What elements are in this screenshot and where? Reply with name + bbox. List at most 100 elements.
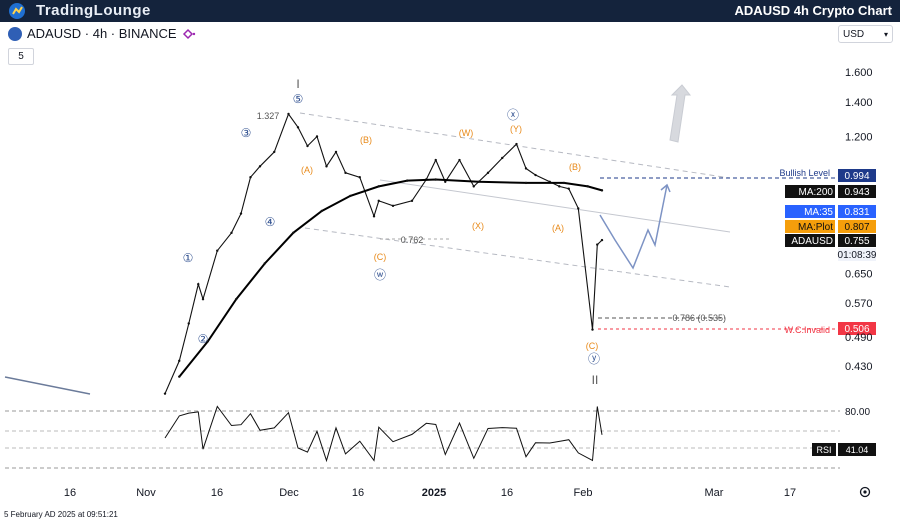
ma200-point: [524, 181, 528, 185]
level-value-badge: [838, 185, 876, 198]
projection-arrowhead: [660, 183, 671, 193]
ma200-point: [562, 181, 566, 185]
footer-timestamp: 5 February AD 2025 at 09:51:21: [4, 510, 118, 519]
price-point: [558, 185, 561, 188]
wave-main-label: ③: [241, 126, 252, 140]
chevron-down-icon: ▾: [883, 30, 888, 39]
x-tick-label: 16: [501, 487, 513, 499]
cardano-icon: [8, 26, 22, 41]
price-point: [596, 243, 599, 246]
price-point: [178, 359, 181, 363]
wave-sub-label: (C): [374, 252, 387, 262]
ma200-point: [263, 262, 266, 265]
level-value-badge: [838, 322, 876, 335]
x-tick-label: 16: [64, 487, 76, 499]
ma200-point: [477, 180, 480, 183]
indicator-icon[interactable]: [182, 28, 196, 40]
price-point: [273, 150, 276, 154]
x-tick-label: Dec: [279, 487, 299, 499]
y-tick-label: 1.400: [845, 97, 873, 109]
price-point: [306, 144, 309, 148]
wave-sub-label: (X): [472, 221, 484, 231]
rsi-name-label: RSI: [816, 445, 831, 455]
level-name-label: MA:35: [804, 207, 833, 218]
ma200-point: [434, 178, 437, 181]
price-point: [444, 180, 447, 183]
rsi-name-badge: [812, 443, 836, 456]
wave-main-label: ⓧ: [507, 108, 519, 122]
level-name-badge: [785, 220, 835, 233]
price-point: [325, 165, 328, 168]
price-point: [501, 156, 504, 160]
symbol-info[interactable]: ADAUSD · 4h · BINANCE: [8, 26, 196, 41]
price-note-label: 0.762: [401, 235, 424, 245]
x-tick-label: 16: [211, 487, 223, 499]
left-trend-line: [4, 376, 91, 395]
price-point: [515, 142, 518, 146]
y-tick-label: 0.430: [845, 361, 873, 373]
y-tick-label: 0.490: [845, 332, 873, 344]
wave-sub-label: (C): [586, 341, 599, 351]
x-tick-label: Nov: [136, 487, 156, 499]
rsi-upper-tick: 80.00: [845, 407, 870, 418]
level-value-label: 0.807: [844, 222, 869, 233]
price-point: [358, 176, 361, 179]
rsi-value-label: 41.04: [846, 445, 869, 455]
x-tick-label: Mar: [705, 487, 724, 499]
level-name-badge: [785, 185, 835, 198]
price-point: [197, 282, 200, 286]
price-point: [534, 173, 537, 177]
price-point: [591, 328, 594, 331]
price-point: [391, 204, 395, 208]
tradinglounge-logo-icon: [9, 3, 25, 19]
rsi-line: [164, 405, 603, 463]
price-point: [216, 249, 219, 252]
wave-sub-label: (A): [301, 165, 313, 175]
interval-button[interactable]: 5: [8, 48, 34, 65]
wave-main-label: ①: [183, 251, 194, 265]
level-name-label: MA:Plot: [798, 222, 833, 233]
level-name-label: MA:200: [799, 187, 834, 198]
price-point: [486, 171, 490, 175]
ma200-point: [406, 179, 409, 182]
ma200-point: [377, 185, 380, 188]
wave-sub-label: (B): [360, 135, 372, 145]
level-value-label: 0.831: [844, 207, 869, 218]
symbol-label: ADAUSD · 4h · BINANCE: [27, 26, 177, 41]
mid-channel-line: [379, 179, 731, 233]
big-arrow-icon: [669, 84, 692, 143]
price-point: [239, 212, 243, 215]
price-note-label: 0.786 (0.535): [672, 313, 726, 323]
price-point: [524, 167, 528, 170]
ma200-point: [600, 189, 604, 192]
y-tick-label: 1.200: [845, 131, 873, 143]
level-name-label: ADAUSD: [791, 236, 833, 247]
level-name-label: W.C.Invalid: [784, 325, 830, 335]
ma200-point: [586, 185, 589, 188]
y-tick-label: 1.600: [845, 67, 873, 79]
x-tick-label: 16: [352, 487, 364, 499]
brand-logo-text: TradingLounge: [36, 2, 151, 19]
y-tick-label: 0.570: [845, 298, 873, 310]
price-point: [458, 158, 461, 162]
price-series-line: [164, 112, 603, 394]
gear-icon[interactable]: [858, 485, 872, 499]
rsi-value-badge: [838, 443, 876, 456]
currency-select[interactable]: USD ▾: [838, 25, 893, 43]
x-tick-label: Feb: [574, 487, 593, 499]
price-point: [230, 231, 233, 235]
roman-wave-label: II: [592, 373, 599, 387]
level-name-badge: [785, 234, 835, 247]
wave-main-label: ④: [265, 215, 276, 229]
price-point: [249, 176, 252, 179]
price-point: [296, 126, 300, 129]
price-point: [567, 187, 570, 190]
lower-channel-line: [304, 227, 731, 288]
price-point: [258, 165, 262, 168]
ma200-point: [320, 209, 323, 213]
price-point: [434, 158, 437, 162]
wave-sub-label: (Y): [510, 124, 522, 134]
level-value-badge: [838, 220, 876, 233]
price-point: [201, 297, 205, 301]
